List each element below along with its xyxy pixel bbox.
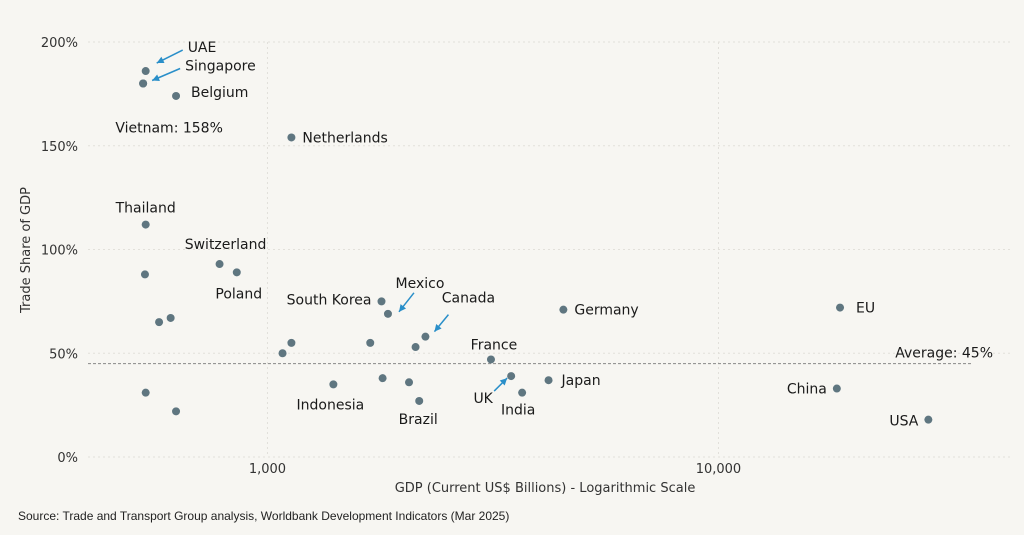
point-unlabeled xyxy=(411,343,420,352)
data-points xyxy=(139,67,933,424)
label-china: China xyxy=(787,382,827,398)
arrow-head-uae xyxy=(156,56,165,64)
point-brazil xyxy=(415,396,424,405)
y-tick-label: 150% xyxy=(41,140,78,155)
x-axis-ticks: 1,000 10,000 xyxy=(249,462,741,477)
y-tick-label: 0% xyxy=(57,451,78,466)
point-belgium xyxy=(172,91,181,100)
point-china xyxy=(832,384,841,393)
label-netherlands: Netherlands xyxy=(302,130,387,146)
x-axis-title: GDP (Current US$ Billions) - Logarithmic… xyxy=(395,481,696,496)
point-switzerland xyxy=(215,260,224,269)
label-france: France xyxy=(471,337,518,353)
point-netherlands xyxy=(287,133,296,142)
label-india: India xyxy=(501,403,535,419)
arrow-head-uk xyxy=(499,378,508,386)
data-labels: UAE Singapore Belgium Vietnam: 158% Netherla… xyxy=(115,40,919,430)
point-usa xyxy=(924,415,933,424)
y-tick-label: 50% xyxy=(49,347,78,362)
point-canada xyxy=(421,332,430,341)
label-eu: EU xyxy=(856,301,875,317)
point-uae xyxy=(141,67,150,76)
y-tick-label: 100% xyxy=(41,244,78,259)
y-tick-label: 200% xyxy=(41,36,78,51)
label-japan: Japan xyxy=(561,373,601,389)
arrows xyxy=(151,49,508,392)
point-india xyxy=(518,388,527,397)
label-indonesia: Indonesia xyxy=(297,397,365,413)
arrow-head-singapore xyxy=(152,74,160,81)
source-note: Source: Trade and Transport Group analys… xyxy=(18,509,510,523)
label-south-korea: South Korea xyxy=(287,292,372,308)
average-label: Average: 45% xyxy=(895,346,993,362)
point-unlabeled xyxy=(405,378,414,387)
point-thailand xyxy=(141,220,150,229)
point-unlabeled xyxy=(141,388,150,397)
grid-lines xyxy=(88,41,1010,458)
point-germany xyxy=(559,305,568,314)
arrow-head-canada xyxy=(434,324,442,332)
label-uk: UK xyxy=(473,391,493,407)
x-tick-label: 10,000 xyxy=(696,462,742,477)
point-poland xyxy=(232,268,241,277)
label-singapore: Singapore xyxy=(185,59,256,75)
x-tick-label: 1,000 xyxy=(249,462,286,477)
label-thailand: Thailand xyxy=(115,201,176,217)
point-unlabeled xyxy=(378,374,387,383)
point-unlabeled xyxy=(166,313,175,322)
point-unlabeled xyxy=(366,338,375,347)
point-indonesia xyxy=(329,380,338,389)
label-poland: Poland xyxy=(215,286,262,302)
point-vietnam-158 xyxy=(139,79,148,88)
point-japan xyxy=(544,376,553,385)
point-uk xyxy=(507,372,516,381)
point-mexico xyxy=(383,309,392,318)
label-vietnam-158: Vietnam: 158% xyxy=(115,121,223,137)
label-canada: Canada xyxy=(442,291,495,307)
point-france xyxy=(486,355,495,364)
label-brazil: Brazil xyxy=(399,412,438,428)
label-switzerland: Switzerland xyxy=(185,237,267,253)
point-unlabeled xyxy=(140,270,149,279)
label-mexico: Mexico xyxy=(396,276,445,292)
point-eu xyxy=(836,303,845,312)
y-axis-ticks: 0% 50% 100% 150% 200% xyxy=(41,36,78,466)
scatter-chart: 0% 50% 100% 150% 200% 1,000 10,000 Average: 4… xyxy=(19,36,1010,496)
label-belgium: Belgium xyxy=(191,85,248,101)
point-south-korea xyxy=(377,297,386,306)
point-unlabeled xyxy=(155,318,164,327)
label-germany: Germany xyxy=(574,303,638,319)
point-unlabeled xyxy=(172,407,181,416)
point-unlabeled xyxy=(287,338,296,347)
point-unlabeled xyxy=(278,349,287,358)
label-usa: USA xyxy=(889,414,918,430)
y-axis-title: Trade Share of GDP xyxy=(19,187,34,314)
label-uae: UAE xyxy=(188,40,217,56)
arrow-head-mexico xyxy=(398,304,407,312)
